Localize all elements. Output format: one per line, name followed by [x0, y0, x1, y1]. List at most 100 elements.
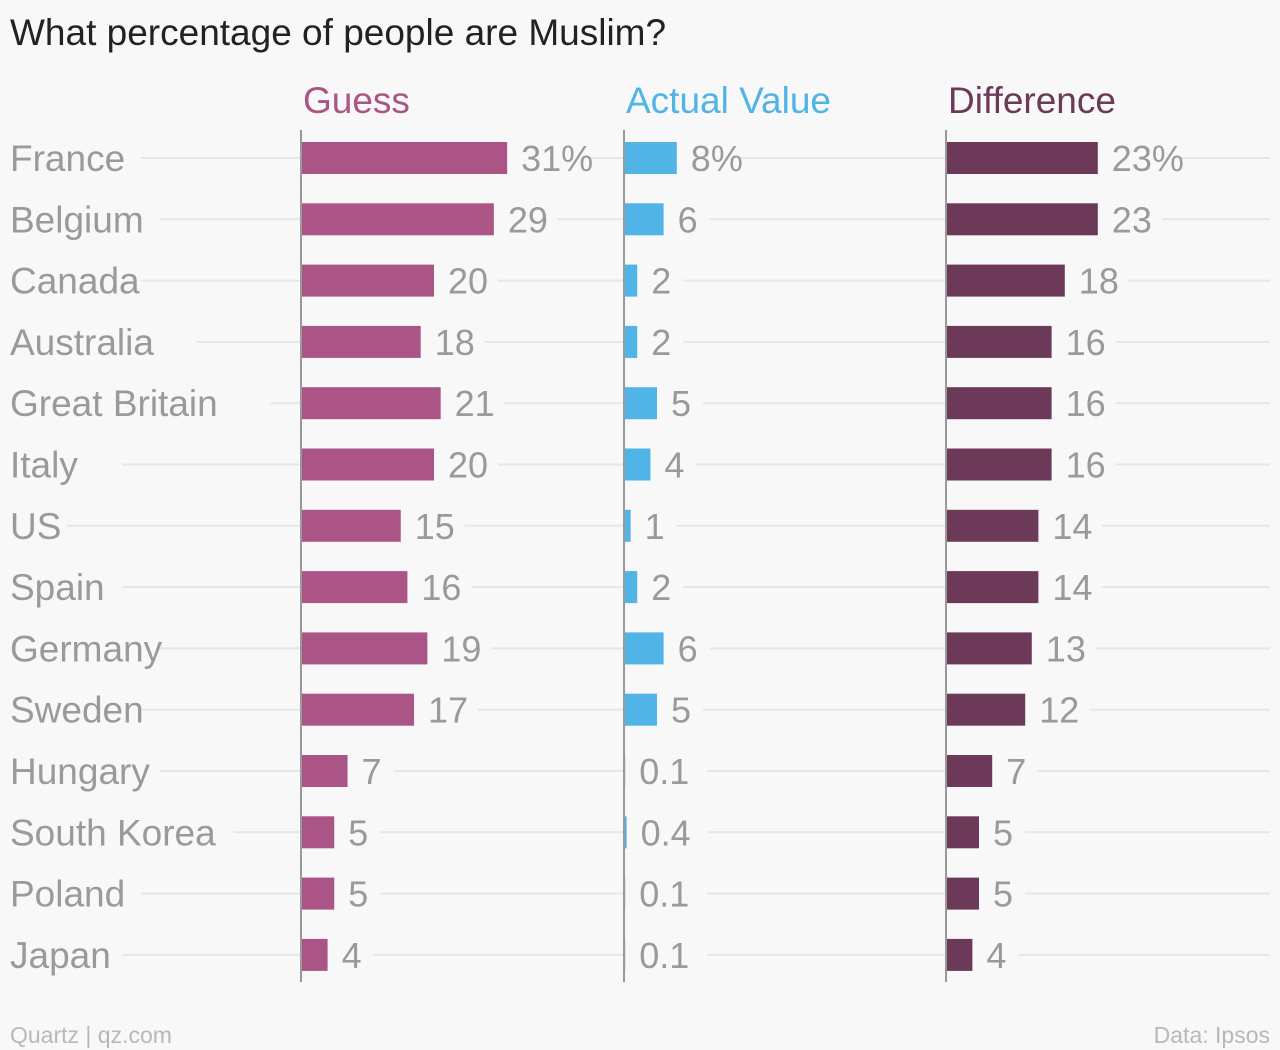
guess-bar [301, 142, 508, 174]
guess-value-label: 18 [435, 322, 475, 363]
actual-value-label: 2 [651, 261, 671, 302]
actual-bar [624, 632, 664, 665]
difference-value-label: 18 [1079, 261, 1119, 302]
guess-bar [301, 571, 408, 604]
guess-value-label: 17 [428, 690, 468, 731]
difference-bar [946, 203, 1098, 236]
guess-value-label: 15 [415, 506, 455, 547]
actual-bar [624, 325, 638, 358]
actual-value-label: 0.1 [639, 874, 689, 915]
guess-bar [301, 938, 328, 971]
category-label: Japan [10, 935, 111, 976]
guess-value-label: 7 [362, 751, 382, 792]
actual-bar [624, 571, 638, 604]
guess-value-label: 21 [455, 383, 495, 424]
actual-bar [624, 387, 657, 420]
difference-bar [946, 755, 993, 787]
actual-label-backdrop [624, 753, 708, 789]
actual-value-label: 8% [691, 138, 743, 179]
guess-value-label: 5 [348, 874, 368, 915]
difference-bar [946, 632, 1032, 665]
difference-value-label: 16 [1066, 445, 1106, 486]
category-label: Great Britain [10, 383, 218, 424]
guess-bar [301, 325, 421, 358]
guess-value-label: 5 [348, 812, 368, 853]
category-label: Australia [10, 322, 154, 363]
guess-value-label: 20 [448, 445, 488, 486]
difference-bar [946, 264, 1065, 297]
source-text: Data: Ipsos [1153, 1022, 1270, 1048]
difference-bar [946, 142, 1098, 174]
difference-value-label: 5 [993, 874, 1013, 915]
difference-bar [946, 509, 1039, 542]
actual-bar [624, 203, 664, 236]
difference-value-label: 14 [1052, 506, 1092, 547]
difference-bar [946, 387, 1052, 420]
guess-bar [301, 448, 434, 481]
difference-value-label: 16 [1066, 383, 1106, 424]
guess-value-label: 4 [342, 935, 362, 976]
guess-bar [301, 755, 348, 787]
guess-value-label: 19 [441, 628, 481, 669]
difference-value-label: 23% [1112, 138, 1184, 179]
difference-bar [946, 448, 1052, 481]
actual-value-label: 5 [671, 690, 691, 731]
chart-title: What percentage of people are Muslim? [10, 12, 667, 53]
category-label: US [10, 506, 61, 547]
difference-value-label: 12 [1039, 690, 1079, 731]
guess-bar [301, 816, 335, 849]
category-label: Spain [10, 567, 105, 608]
category-label: Germany [10, 628, 163, 669]
guess-value-label: 16 [421, 567, 461, 608]
difference-value-label: 23 [1112, 199, 1152, 240]
category-label: Poland [10, 874, 125, 915]
difference-value-label: 14 [1052, 567, 1092, 608]
difference-bar [946, 938, 973, 971]
actual-value-label: 2 [651, 567, 671, 608]
category-label: South Korea [10, 812, 216, 853]
difference-bar [946, 816, 979, 849]
difference-value-label: 4 [986, 935, 1006, 976]
actual-bar [624, 693, 657, 726]
guess-header: Guess [303, 80, 410, 121]
difference-bar [946, 571, 1039, 604]
difference-value-label: 16 [1066, 322, 1106, 363]
actual-value-label: 5 [671, 383, 691, 424]
category-label: Canada [10, 261, 140, 302]
actual-bar [624, 264, 638, 297]
actual-value-label: 0.4 [641, 812, 691, 853]
actual-value-label: 4 [664, 445, 684, 486]
category-label: France [10, 138, 125, 179]
actual-label-backdrop [624, 507, 677, 544]
guess-value-label: 31% [521, 138, 593, 179]
actual-bar [624, 509, 631, 542]
difference-value-label: 5 [993, 812, 1013, 853]
guess-bar [301, 509, 401, 542]
category-label: Italy [10, 445, 78, 486]
actual-bar [624, 816, 627, 849]
category-label: Sweden [10, 690, 144, 731]
guess-value-label: 20 [448, 261, 488, 302]
guess-value-label: 29 [508, 199, 548, 240]
difference-bar [946, 693, 1026, 726]
category-label: Belgium [10, 199, 144, 240]
guess-bar [301, 264, 434, 297]
actual-bar [624, 142, 677, 174]
guess-bar [301, 877, 335, 910]
actual-label-backdrop [624, 814, 709, 851]
guess-bar [301, 387, 441, 420]
credit-text: Quartz | qz.com [10, 1022, 172, 1048]
difference-header: Difference [948, 80, 1116, 121]
actual-label-backdrop [624, 936, 708, 973]
actual-value-label: 2 [651, 322, 671, 363]
category-label: Hungary [10, 751, 150, 792]
difference-value-label: 13 [1046, 628, 1086, 669]
difference-bar [946, 877, 979, 910]
guess-bar [301, 693, 415, 726]
difference-bar [946, 325, 1052, 358]
guess-bar [301, 203, 494, 236]
difference-value-label: 7 [1006, 751, 1026, 792]
actual-value-label: 6 [678, 199, 698, 240]
